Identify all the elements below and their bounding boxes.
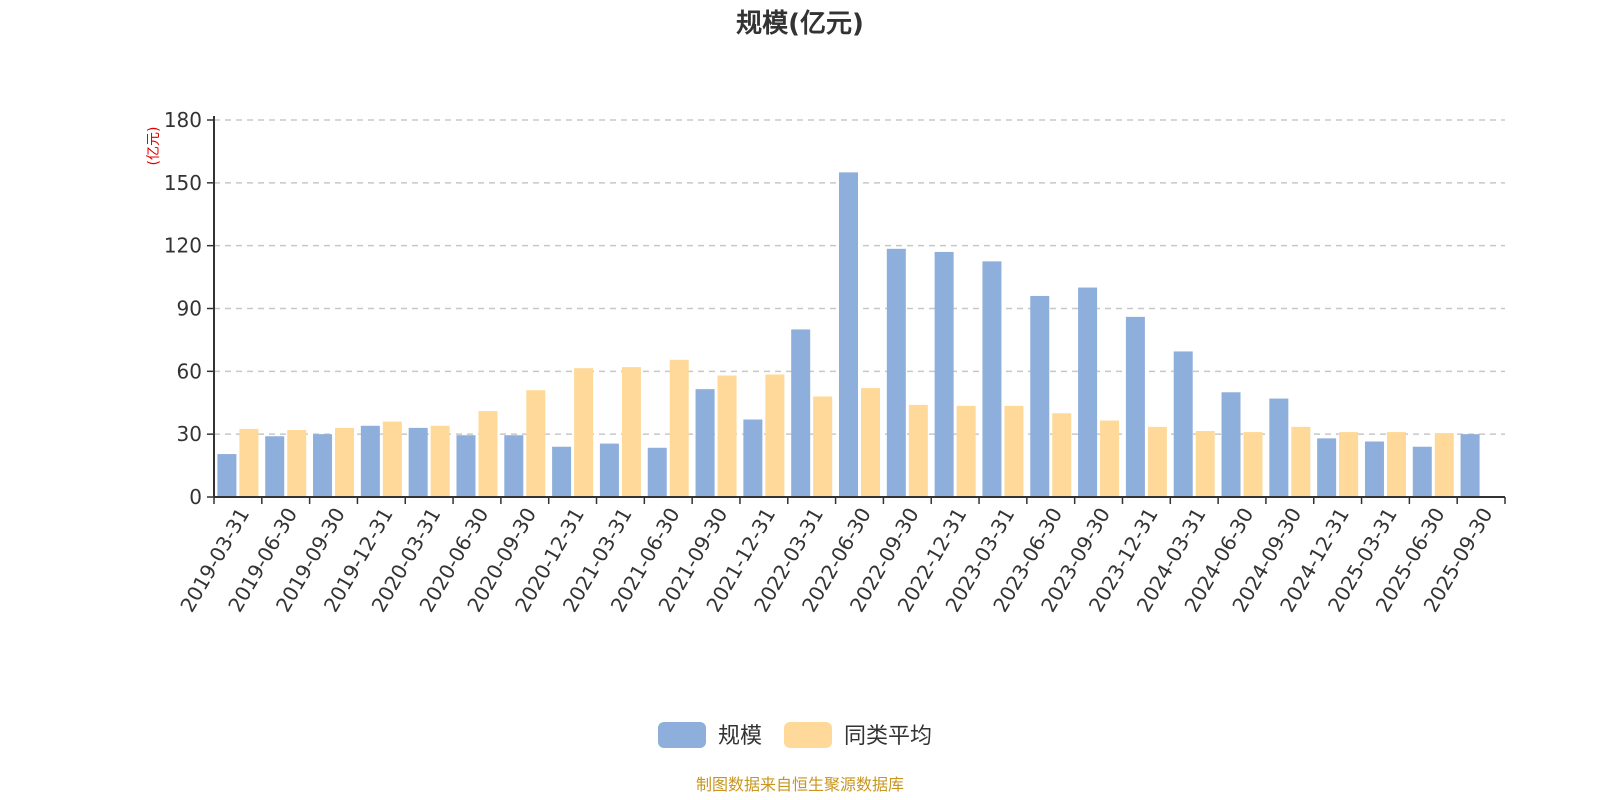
bar-规模 (647, 447, 667, 497)
bar-同类平均 (574, 368, 594, 497)
bar-规模 (599, 443, 619, 497)
y-tick-label: 60 (177, 359, 202, 383)
bar-同类平均 (813, 396, 833, 497)
legend-item-规模[interactable]: 规模 (658, 722, 762, 749)
legend-swatch (784, 722, 832, 748)
bar-同类平均 (1100, 420, 1120, 497)
bar-规模 (1173, 351, 1193, 497)
bar-同类平均 (526, 390, 546, 497)
bar-规模 (360, 425, 380, 497)
bar-规模 (1221, 392, 1241, 497)
bar-规模 (1460, 434, 1480, 497)
grid-lines (214, 119, 1505, 435)
bar-同类平均 (1004, 405, 1024, 497)
legend-label: 规模 (718, 724, 762, 749)
bar-同类平均 (335, 427, 355, 497)
bar-同类平均 (765, 374, 785, 497)
bar-同类平均 (239, 428, 259, 497)
y-tick-label: 30 (177, 422, 202, 446)
bar-同类平均 (1386, 432, 1406, 497)
bar-规模 (695, 389, 715, 497)
bar-同类平均 (908, 404, 928, 497)
bar-同类平均 (1147, 426, 1167, 497)
bar-规模 (743, 419, 763, 497)
bar-规模 (839, 172, 858, 497)
chart-title: 规模(亿元) (736, 9, 864, 39)
bar-规模 (1364, 441, 1384, 497)
bar-规模 (456, 435, 476, 497)
bar-规模 (1030, 295, 1050, 497)
bar-规模 (982, 261, 1002, 497)
bar-同类平均 (1291, 426, 1311, 497)
bar-同类平均 (1339, 432, 1359, 497)
bar-规模 (313, 434, 333, 497)
bar-规模 (408, 427, 428, 497)
bar-规模 (552, 446, 572, 497)
y-tick-label: 120 (164, 234, 202, 258)
bar-同类平均 (430, 425, 450, 497)
bar-规模 (934, 251, 954, 497)
legend-swatch (658, 722, 706, 748)
bar-同类平均 (382, 421, 402, 497)
y-tick-label: 180 (164, 108, 202, 132)
bar-规模 (1269, 398, 1289, 497)
y-tick-label: 0 (189, 485, 202, 509)
axes: 03060901201501802019-03-312019-06-302019… (164, 108, 1506, 616)
bar-规模 (791, 329, 811, 497)
bar-同类平均 (478, 411, 498, 497)
bar-规模 (886, 248, 906, 497)
y-tick-label: 90 (177, 297, 202, 321)
bar-规模 (1125, 316, 1145, 497)
bar-同类平均 (717, 375, 737, 497)
legend[interactable]: 规模 同类平均 (658, 722, 932, 749)
y-tick-label: 150 (164, 171, 202, 195)
bar-同类平均 (1052, 413, 1072, 497)
bar-规模 (1317, 438, 1337, 497)
source-note: 制图数据来自恒生聚源数据库 (696, 775, 904, 794)
bar-同类平均 (861, 388, 880, 497)
legend-item-同类平均[interactable]: 同类平均 (784, 722, 932, 749)
bar-同类平均 (287, 429, 307, 497)
bar-规模 (504, 435, 524, 497)
bar-规模 (1078, 287, 1098, 497)
bars (217, 172, 1480, 497)
bar-规模 (217, 454, 237, 497)
bar-同类平均 (621, 367, 641, 497)
bar-同类平均 (956, 405, 976, 497)
legend-label: 同类平均 (844, 724, 932, 749)
bar-同类平均 (669, 359, 689, 497)
bar-同类平均 (1195, 431, 1215, 497)
bar-同类平均 (1243, 432, 1263, 497)
bar-规模 (265, 436, 285, 497)
bar-规模 (1412, 446, 1432, 497)
y-axis-unit: (亿元) (146, 127, 162, 166)
bar-同类平均 (1434, 433, 1454, 497)
